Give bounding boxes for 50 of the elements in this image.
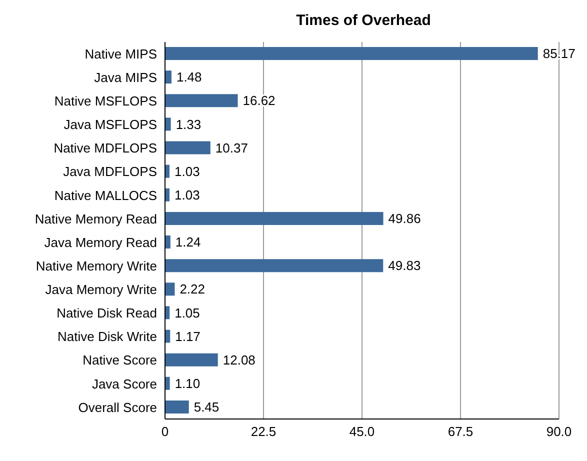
y-tick-label: Native MDFLOPS: [54, 140, 158, 156]
data-label: 1.24: [175, 234, 201, 250]
y-tick-label: Native Memory Read: [34, 211, 157, 226]
y-tick-label: Native Memory Write: [36, 258, 157, 274]
y-tick-label: Native Disk Write: [58, 329, 157, 344]
bar: [165, 353, 218, 366]
x-tick-label: 22.5: [250, 424, 276, 440]
y-tick-label: Native Disk Read: [56, 306, 157, 321]
bar: [165, 259, 384, 272]
data-label: 5.45: [194, 400, 220, 415]
bar: [165, 94, 238, 108]
data-label: 1.33: [176, 116, 202, 132]
data-label: 49.83: [388, 258, 421, 274]
data-label: 1.03: [174, 187, 200, 202]
bar: [165, 212, 384, 225]
x-tick-label: 67.5: [448, 424, 474, 440]
x-tick-label: 45.0: [349, 424, 375, 440]
y-tick-label: Java MDFLOPS: [63, 164, 158, 180]
y-tick-label: Native MSFLOPS: [54, 94, 158, 109]
data-label: 1.17: [175, 328, 200, 344]
data-label: 49.86: [388, 211, 421, 226]
bar: [165, 236, 170, 248]
bar: [165, 282, 175, 296]
x-tick-label: 0: [161, 424, 169, 440]
y-tick-label: Java Memory Write: [45, 282, 157, 298]
y-tick-label: Native MIPS: [84, 46, 158, 62]
bar: [165, 118, 171, 131]
bar: [165, 70, 172, 84]
data-label: 1.48: [176, 70, 202, 85]
data-label: 10.37: [215, 140, 248, 156]
bar: [165, 400, 189, 414]
y-tick-label: Java Score: [92, 376, 157, 392]
y-tick-label: Java MIPS: [94, 70, 158, 85]
data-label: 16.62: [242, 93, 276, 108]
data-label: 85.17: [542, 46, 576, 62]
y-tick-label: Native Score: [82, 352, 157, 368]
y-tick-label: Java Memory Read: [44, 234, 157, 250]
y-tick-label: Java MSFLOPS: [64, 117, 158, 132]
data-label: 1.03: [174, 164, 200, 179]
data-label: 12.08: [222, 352, 256, 368]
y-tick-label: Native MALLOCS: [54, 188, 158, 203]
data-label: 1.05: [174, 305, 200, 320]
chart-title: Times of Overhead: [295, 11, 432, 31]
bar: [165, 141, 210, 154]
data-label: 2.22: [180, 282, 206, 297]
bar: [165, 47, 538, 60]
x-tick-label: 90.0: [546, 424, 572, 440]
data-label: 1.10: [174, 376, 200, 391]
bar: [165, 376, 170, 390]
y-tick-label: Overall Score: [78, 400, 157, 415]
